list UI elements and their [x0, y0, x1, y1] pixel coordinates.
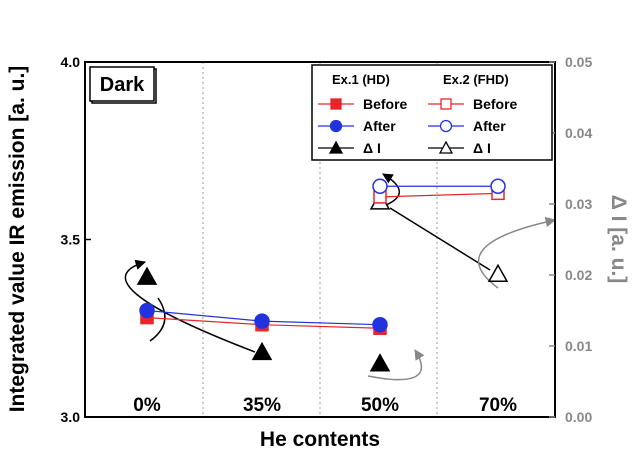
arrow-ex2-delta-gray: [477, 216, 557, 289]
grid-lines: [202, 62, 438, 417]
y-tick-label-right: 0.04: [565, 125, 592, 141]
annotation-dark: Dark: [100, 74, 145, 96]
legend-marker: [330, 98, 342, 110]
legend-label: After: [363, 118, 396, 134]
series-lines: [146, 185, 499, 329]
y-tick-label-right: 0.01: [565, 338, 592, 354]
category-label: 0%: [133, 395, 161, 416]
legend-label: Before: [473, 96, 518, 112]
legend-header-ex2: Ex.2 (FHD): [443, 72, 509, 87]
series-markers: [136, 178, 509, 372]
legend-label: Δ I: [363, 140, 381, 156]
legend-marker: [328, 140, 344, 154]
category-label: 70%: [479, 395, 517, 416]
y-tick-label-left: 3.0: [61, 409, 81, 425]
annotation-arrows: [124, 173, 557, 381]
legend-box: [311, 64, 553, 161]
legend-marker: [440, 98, 452, 110]
legend-marker: [329, 119, 343, 133]
data-point-circle-filled: [139, 302, 155, 319]
y-tick-label-left: 4.0: [61, 54, 81, 70]
series-line: [379, 192, 499, 198]
data-point-triangle-filled: [369, 353, 391, 372]
legend-marker: [438, 140, 454, 154]
y-tick-label-left: 3.5: [61, 232, 81, 248]
arrow-ex1-delta-gray: [367, 349, 425, 381]
data-point-circle-open: [372, 178, 388, 194]
y-tick-label-right: 0.00: [565, 409, 592, 425]
legend-label: Δ I: [473, 140, 491, 156]
arrow-ex1-after-to-left-axis: [149, 297, 166, 342]
data-point-triangle-filled: [136, 266, 158, 285]
legend: Ex.1 (HD) Ex.2 (FHD) Before After Δ I Befor…: [311, 64, 553, 161]
y-tick-label-right: 0.02: [565, 267, 592, 283]
data-point-circle-filled: [372, 316, 388, 333]
data-point-triangle-open: [487, 263, 509, 283]
x-axis-title: He contents: [260, 428, 380, 451]
legend-header-ex1: Ex.1 (HD): [332, 72, 390, 87]
data-point-triangle-filled: [251, 341, 273, 361]
data-point-circle-open: [490, 178, 506, 194]
legend-marker: [439, 119, 453, 133]
dark-label-box: Dark: [89, 66, 157, 104]
y-tick-label-right: 0.03: [565, 196, 592, 212]
y-axis-title-left: Integrated value IR emission [a. u.]: [6, 66, 29, 413]
category-label: 35%: [243, 395, 281, 416]
arrow-ex1-delta-to-right-axis: [124, 259, 256, 353]
arrow-ex2-delta-to-right-axis: [389, 207, 491, 271]
data-point-circle-filled: [254, 313, 270, 329]
legend-label: After: [473, 118, 506, 134]
legend-label: Before: [363, 96, 408, 112]
axes: 3.0 3.5 4.0 0.00 0.01 0.02 0.03 0.04 0.05 0% 35% 50…: [61, 54, 593, 425]
category-label: 50%: [361, 395, 399, 416]
y-axis-title-right: Δ I [a. u.]: [607, 195, 630, 284]
y-tick-label-right: 0.05: [565, 54, 592, 70]
